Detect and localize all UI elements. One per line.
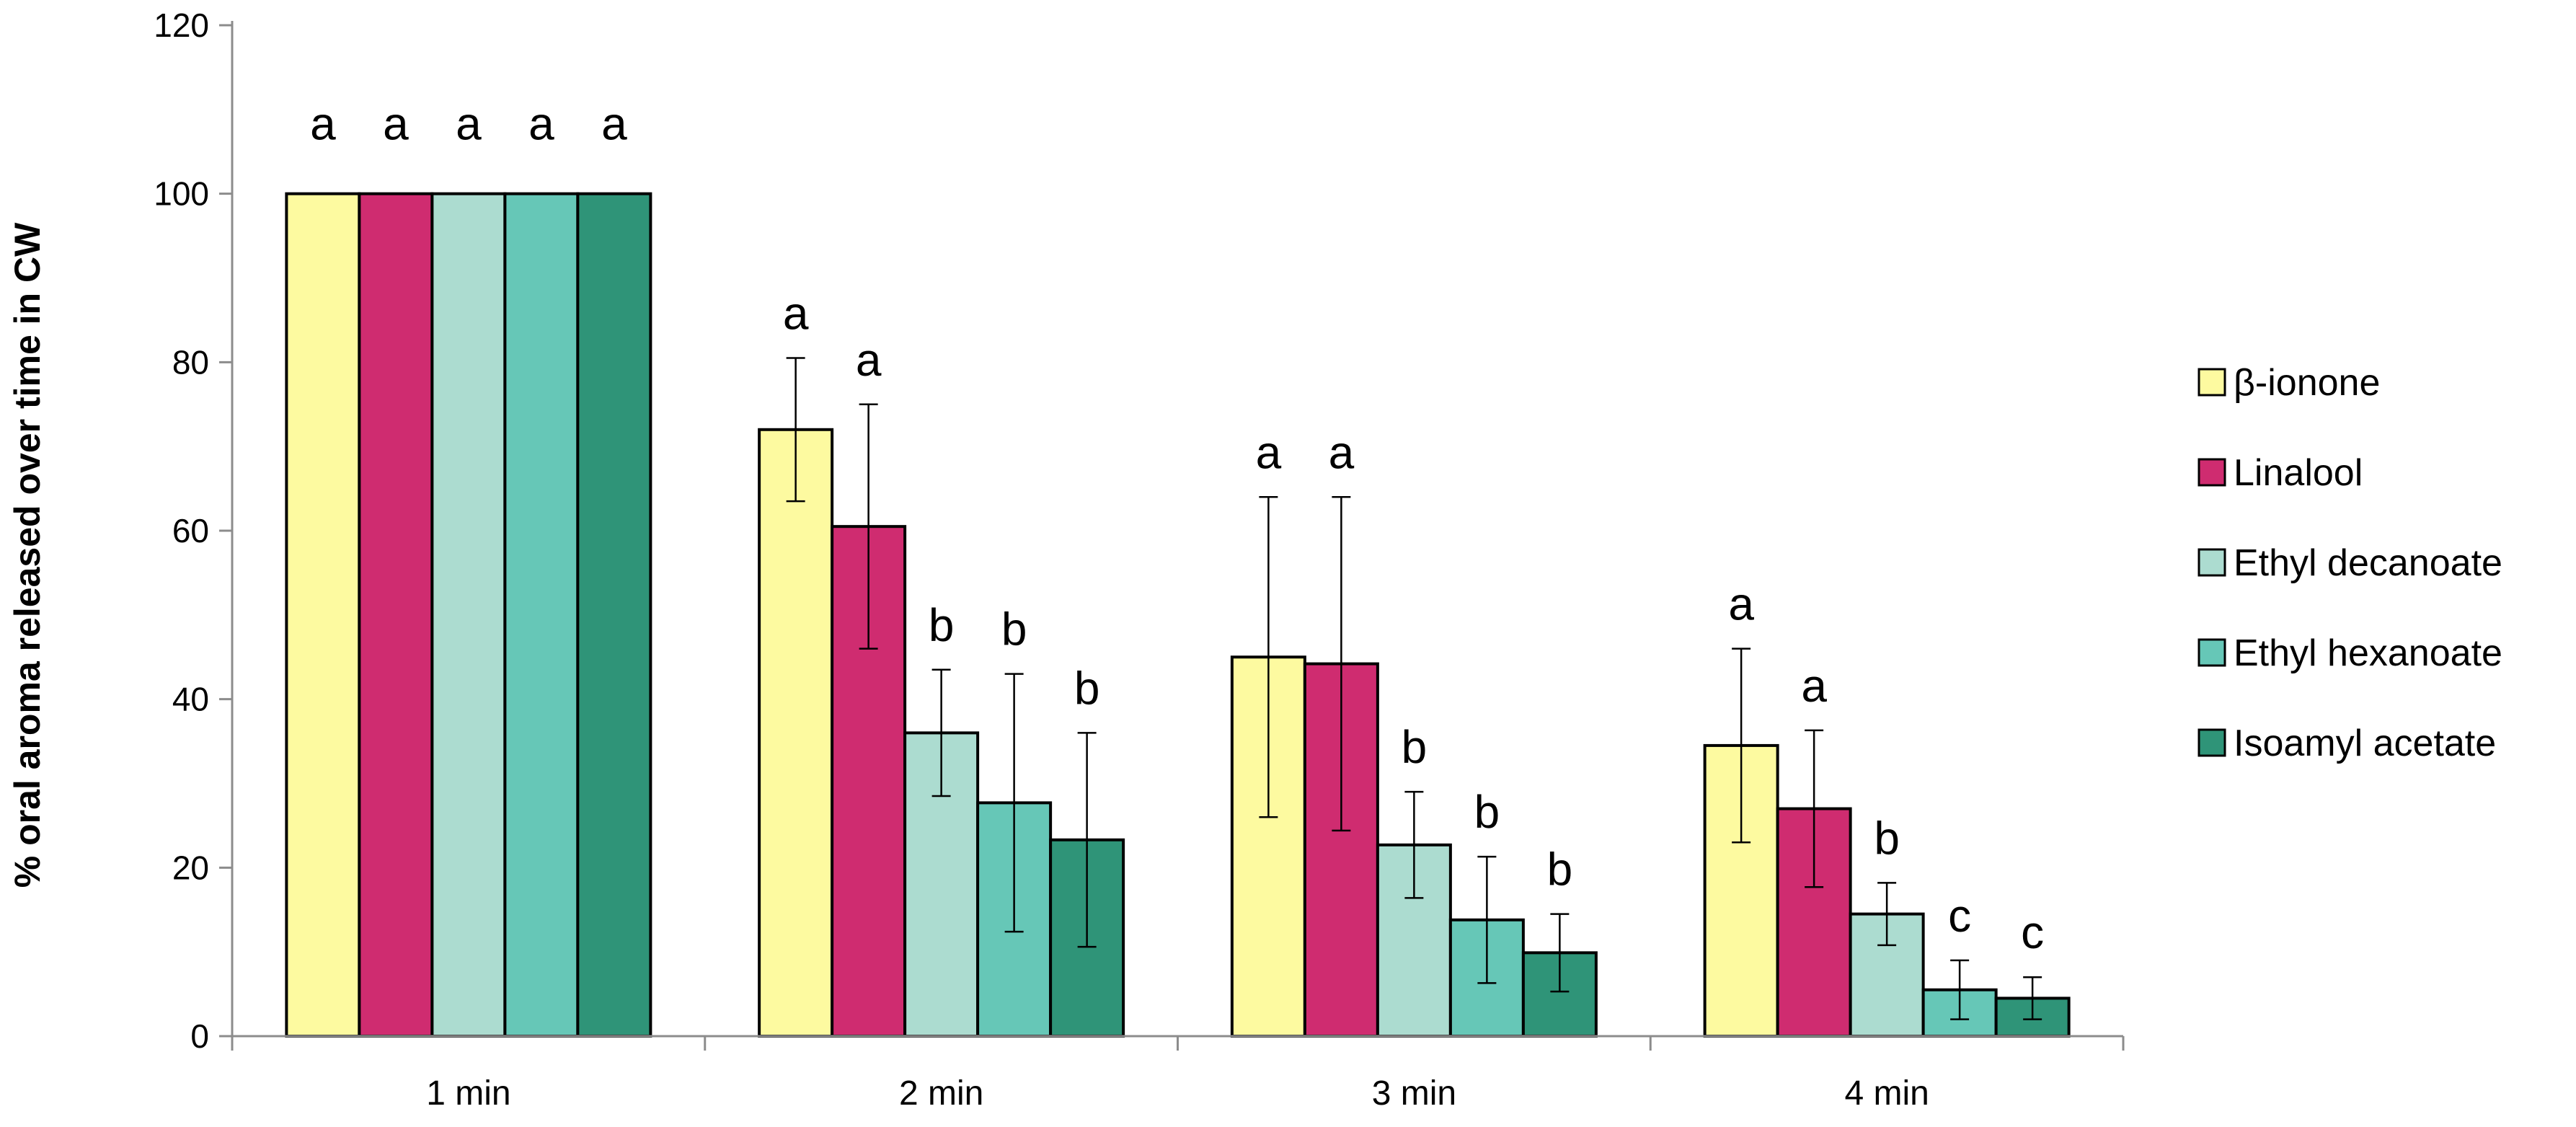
y-tick-label: 20 (172, 849, 209, 886)
legend-swatch (2197, 368, 2226, 397)
y-tick-label: 0 (190, 1017, 209, 1055)
bar (758, 428, 834, 1038)
bar (503, 192, 580, 1038)
bars-layer (285, 192, 2071, 1038)
significance-letter: a (856, 334, 882, 386)
significance-letter: b (1474, 786, 1500, 838)
legend-swatch (2197, 728, 2226, 757)
legend-label: Ethyl hexanoate (2234, 632, 2502, 674)
significance-letter: b (929, 599, 955, 651)
significance-letter: b (1001, 604, 1027, 655)
significance-letter: c (2021, 906, 2044, 958)
significance-letter: a (601, 98, 627, 150)
significance-letter: a (1728, 578, 1754, 630)
legend-swatch (2197, 638, 2226, 667)
x-tick-label: 2 min (899, 1074, 983, 1113)
significance-letter: a (528, 98, 554, 150)
x-tick-label: 3 min (1372, 1074, 1456, 1113)
error-bars-layer (786, 357, 2042, 1020)
y-axis-title: % oral aroma released over time in CW (7, 222, 48, 888)
significance-letter: b (1547, 844, 1573, 896)
y-tick-label: 100 (154, 175, 209, 213)
legend-label: Isoamyl acetate (2234, 722, 2496, 764)
significance-letter: b (1874, 812, 1900, 864)
legend: β-ionone Linalool Ethyl decanoate Ethyl hex… (2197, 362, 2502, 764)
y-tick-label: 80 (172, 343, 209, 381)
significance-letter: a (1329, 426, 1355, 478)
significance-letter: b (1074, 662, 1100, 714)
significance-letter: a (456, 98, 482, 150)
y-tick-label: 40 (172, 681, 209, 718)
legend-label: Ethyl decanoate (2234, 542, 2502, 584)
significance-letter: a (310, 98, 336, 150)
significance-letter: a (1801, 660, 1827, 712)
legend-label: β-ionone (2234, 362, 2380, 404)
y-tick-label: 60 (172, 512, 209, 549)
significance-letter: a (783, 287, 809, 339)
significance-letter: b (1402, 721, 1428, 773)
legend-label: Linalool (2234, 452, 2363, 494)
bar (576, 192, 652, 1038)
significance-letter: c (1948, 890, 1971, 942)
legend-swatch (2197, 458, 2226, 487)
bar (358, 192, 434, 1038)
legend-swatch (2197, 548, 2226, 577)
x-tick-label: 4 min (1844, 1074, 1929, 1113)
x-tick-label: 1 min (426, 1074, 510, 1113)
significance-letter: a (383, 98, 409, 150)
significance-letter: a (1256, 426, 1282, 478)
y-tick-label: 120 (154, 6, 209, 44)
bar (285, 192, 361, 1038)
bar (430, 192, 507, 1038)
axes-layer: 0 20 40 60 80 100 120 1 min 2 min 3 min 4 min (154, 6, 2125, 1113)
